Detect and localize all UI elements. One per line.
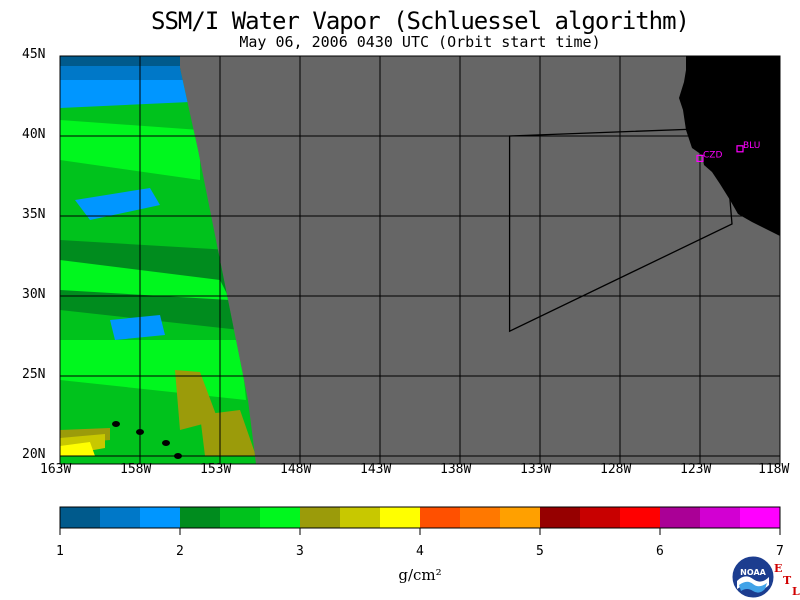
colorbar-tick-label: 5 (536, 544, 544, 559)
colorbar-swatch (300, 507, 340, 528)
vapor-region (60, 80, 190, 108)
colorbar-tick-label: 4 (416, 544, 424, 559)
colorbar-swatch (60, 507, 100, 528)
land-mass (679, 56, 780, 236)
colorbar-swatch (380, 507, 420, 528)
colorbar-tick-label: 7 (776, 544, 784, 559)
colorbar-swatch (500, 507, 540, 528)
colorbar-swatch (140, 507, 180, 528)
lat-label: 20N (22, 447, 46, 462)
colorbar-swatch (740, 507, 780, 528)
lat-label: 35N (22, 207, 46, 222)
etl-mark-l: L (792, 585, 800, 598)
colorbar-units: g/cm² (398, 566, 442, 584)
colorbar-swatch (260, 507, 300, 528)
colorbar-swatch (660, 507, 700, 528)
vapor-region (60, 442, 95, 456)
vapor-region (60, 120, 200, 180)
colorbar-swatch (340, 507, 380, 528)
colorbar-swatch (220, 507, 260, 528)
colorbar-swatch (540, 507, 580, 528)
lon-label: 158W (120, 462, 152, 477)
lon-label: 123W (680, 462, 712, 477)
colorbar-tick-label: 6 (656, 544, 664, 559)
lat-label: 40N (22, 127, 46, 142)
colorbar-tick-label: 1 (56, 544, 64, 559)
lon-label: 153W (200, 462, 232, 477)
lon-label: 138W (440, 462, 472, 477)
colorbar-tick-label: 3 (296, 544, 304, 559)
map-title: SSM/I Water Vapor (Schluessel algorithm) (151, 7, 690, 35)
map-frame (59, 55, 781, 465)
noaa-logo-icon: NOAA (731, 555, 775, 599)
vapor-region (75, 188, 160, 220)
lon-label: 118W (758, 462, 790, 477)
colorbar-swatch (700, 507, 740, 528)
station-label-blu: BLU (743, 141, 760, 151)
station-marker-blu (736, 145, 744, 153)
lat-label: 45N (22, 47, 46, 62)
station-label-czd: CZD (703, 150, 722, 160)
lon-label: 148W (280, 462, 312, 477)
noaa-logo-text: NOAA (740, 568, 766, 577)
colorbar-swatch (460, 507, 500, 528)
island (112, 421, 120, 427)
station-marker-czd (696, 154, 704, 162)
etl-mark-t: T (783, 574, 792, 587)
island (162, 440, 170, 446)
lat-label: 25N (22, 367, 46, 382)
map-subtitle: May 06, 2006 0430 UTC (Orbit start time) (239, 33, 601, 51)
lon-label: 128W (600, 462, 632, 477)
vapor-region (60, 260, 230, 300)
colorbar-swatch (580, 507, 620, 528)
domain-outline (508, 127, 733, 333)
lon-label: 133W (520, 462, 552, 477)
colorbar-swatch (420, 507, 460, 528)
etl-mark-e: E (774, 562, 783, 575)
colorbar-swatch (100, 507, 140, 528)
colorbar-swatch (620, 507, 660, 528)
vapor-region (200, 410, 256, 456)
colorbar-tick-label: 2 (176, 544, 184, 559)
lon-label: 143W (360, 462, 392, 477)
lat-label: 30N (22, 287, 46, 302)
vapor-region (110, 315, 165, 340)
colorbar-swatch (180, 507, 220, 528)
lon-label: 163W (40, 462, 72, 477)
